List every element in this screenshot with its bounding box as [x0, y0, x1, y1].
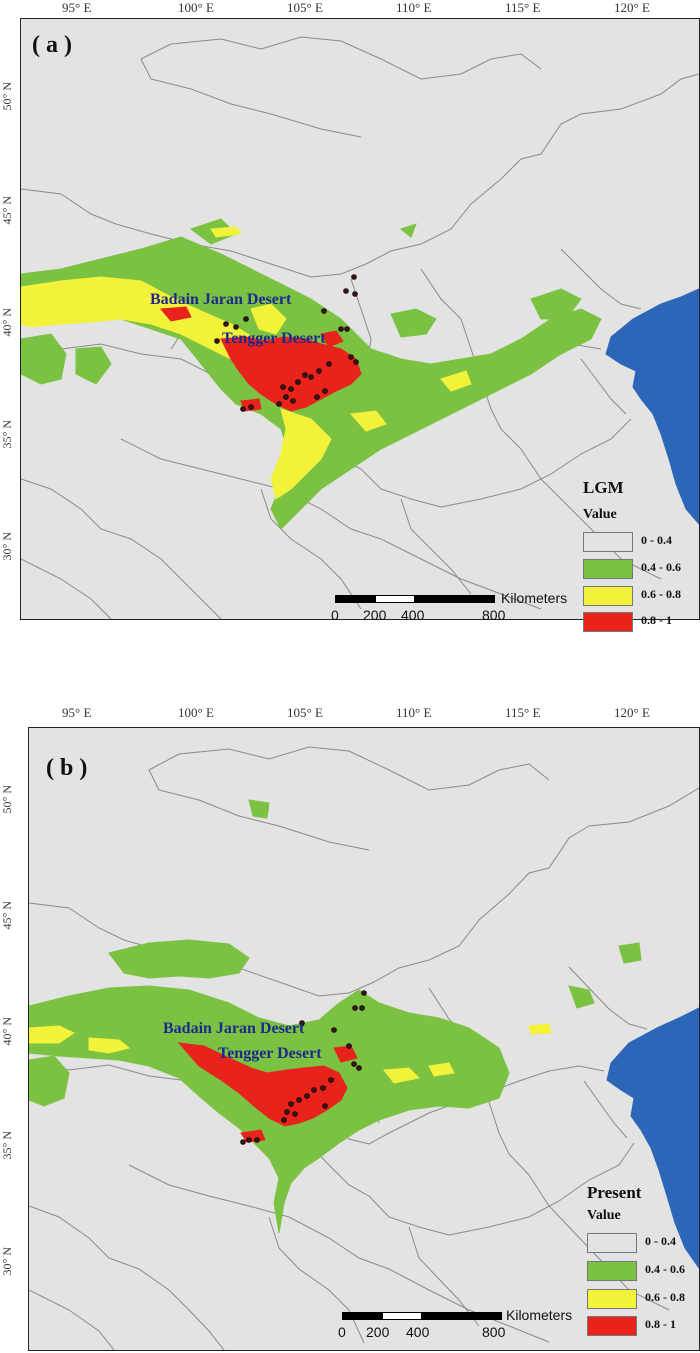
- scale-label-200: 200: [366, 1324, 390, 1340]
- lat-tick-45: 45° N: [0, 196, 14, 225]
- tengger-desert-label: Tengger Desert: [222, 330, 326, 347]
- legend-swatch: [583, 559, 633, 579]
- sea-inner-bay: [621, 1043, 661, 1080]
- suitability-yellow: [21, 226, 472, 500]
- scale-segment: [415, 595, 495, 603]
- lon-tick-115: 115° E: [505, 705, 541, 720]
- map-panel-b: 95° E 100° E 105° E 110° E 115° E 120° E…: [0, 705, 700, 1353]
- occurrence-points: [214, 274, 359, 412]
- map-panel-a: 95° E 100° E 105° E 110° E 115° E 120° E…: [0, 0, 700, 632]
- scale-segment: [335, 595, 375, 603]
- scale-label-0: 0: [331, 607, 339, 623]
- legend-label: 0.8 - 1: [645, 1317, 676, 1331]
- legend-label: 0 - 0.4: [641, 533, 672, 547]
- lon-tick-100: 100° E: [178, 705, 214, 720]
- scale-bar: Kilometers 0 200 400 800: [338, 1307, 612, 1342]
- lat-tick-50: 50° N: [0, 785, 14, 814]
- scale-unit: Kilometers: [501, 590, 568, 606]
- lon-tick-105: 105° E: [287, 705, 323, 720]
- lon-tick-95: 95° E: [62, 0, 92, 15]
- lon-tick-115: 115° E: [505, 0, 541, 15]
- legend-label: 0.6 - 0.8: [645, 1290, 685, 1304]
- sea-inner-bay: [621, 319, 661, 354]
- map-frame: [20, 18, 700, 620]
- legend-swatch: [587, 1316, 637, 1336]
- legend-swatch: [587, 1289, 637, 1309]
- legend-label: 0.6 - 0.8: [641, 587, 681, 601]
- legend-subtitle: Value: [583, 507, 617, 522]
- scale-label-800: 800: [482, 607, 506, 623]
- scale-segment: [375, 595, 415, 603]
- lat-tick-40: 40° N: [0, 1017, 14, 1046]
- legend-swatch: [583, 586, 633, 606]
- map-frame: [28, 727, 700, 1351]
- lon-tick-110: 110° E: [396, 705, 432, 720]
- legend-swatch: [587, 1233, 637, 1253]
- lat-tick-30: 30° N: [0, 532, 14, 561]
- map-canvas: [21, 36, 699, 619]
- legend-label: 0.4 - 0.6: [645, 1262, 685, 1276]
- scale-label-200: 200: [363, 607, 387, 623]
- lat-tick-35: 35° N: [0, 1131, 14, 1160]
- legend-label: 0.4 - 0.6: [641, 560, 681, 574]
- scale-label-400: 400: [401, 607, 425, 623]
- lon-tick-100: 100° E: [178, 0, 214, 15]
- scale-segment: [422, 1312, 502, 1320]
- scale-label-400: 400: [406, 1324, 430, 1340]
- panel-label-a: ( a ): [32, 32, 72, 58]
- legend-swatch: [587, 1261, 637, 1281]
- lon-tick-105: 105° E: [287, 0, 323, 15]
- scale-bar: Kilometers 0 200 400 800: [331, 590, 605, 625]
- legend-title: LGM: [583, 478, 624, 497]
- panel-label-b: ( b ): [46, 755, 88, 781]
- lat-tick-40: 40° N: [0, 308, 14, 337]
- lat-tick-35: 35° N: [0, 420, 14, 449]
- lon-tick-120: 120° E: [614, 0, 650, 15]
- tengger-desert-label: Tengger Desert: [218, 1045, 322, 1062]
- legend-title: Present: [587, 1183, 642, 1202]
- scale-segment: [382, 1312, 422, 1320]
- scale-label-0: 0: [338, 1324, 346, 1340]
- lon-tick-120: 120° E: [614, 705, 650, 720]
- badain-jaran-desert-label: Badain Jaran Desert: [150, 291, 292, 308]
- sea-area: [606, 1007, 699, 1269]
- legend-label: 0 - 0.4: [645, 1234, 676, 1248]
- scale-unit: Kilometers: [506, 1307, 573, 1323]
- legend-swatch: [583, 532, 633, 552]
- lat-tick-30: 30° N: [0, 1247, 14, 1276]
- lat-tick-45: 45° N: [0, 901, 14, 930]
- badain-jaran-desert-label: Badain Jaran Desert: [163, 1020, 305, 1037]
- scale-segment: [342, 1312, 382, 1320]
- map-canvas: [29, 746, 699, 1350]
- legend-label: 0.8 - 1: [641, 613, 672, 627]
- lon-tick-95: 95° E: [62, 705, 92, 720]
- lat-tick-50: 50° N: [0, 82, 14, 111]
- legend-subtitle: Value: [587, 1208, 621, 1223]
- occurrence-points: [240, 990, 367, 1145]
- suitability-yellow: [29, 1023, 552, 1084]
- legend-swatch: [583, 612, 633, 632]
- suitability-green: [29, 799, 642, 1234]
- scale-label-800: 800: [482, 1324, 506, 1340]
- lon-tick-110: 110° E: [396, 0, 432, 15]
